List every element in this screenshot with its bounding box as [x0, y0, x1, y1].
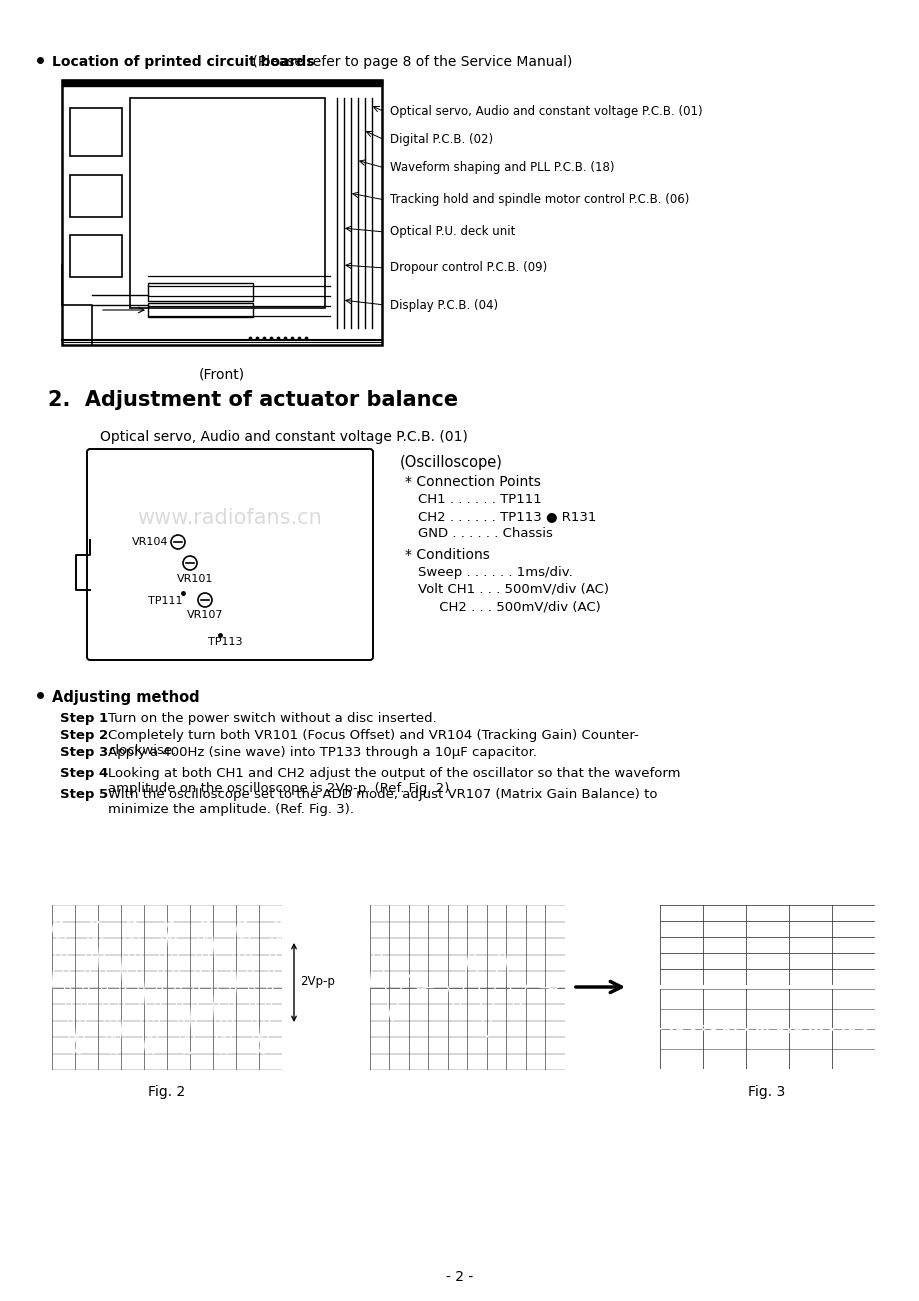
Text: Turn on the power switch without a disc inserted.: Turn on the power switch without a disc …: [108, 712, 437, 725]
Text: Optical P.U. deck unit: Optical P.U. deck unit: [390, 225, 515, 238]
Text: Fig. 3: Fig. 3: [747, 1085, 785, 1099]
Text: TP111: TP111: [148, 596, 183, 606]
Text: - 2 -: - 2 -: [446, 1270, 473, 1284]
Text: Sweep . . . . . . 1ms/div.: Sweep . . . . . . 1ms/div.: [417, 566, 573, 579]
Text: CH2 . . . 500mV/div (AC): CH2 . . . 500mV/div (AC): [417, 600, 600, 613]
Text: * Conditions: * Conditions: [404, 548, 489, 562]
Text: Adjusting method: Adjusting method: [52, 690, 199, 705]
Text: Tracking hold and spindle motor control P.C.B. (06): Tracking hold and spindle motor control …: [390, 194, 688, 207]
Bar: [210, 468, 265, 503]
Text: Optical servo, Audio and constant voltage P.C.B. (01): Optical servo, Audio and constant voltag…: [100, 431, 468, 444]
Text: (Front): (Front): [199, 367, 244, 381]
Text: CH2 . . . . . . TP113 ● R131: CH2 . . . . . . TP113 ● R131: [417, 510, 596, 523]
Text: VR104: VR104: [131, 537, 168, 546]
Text: * Connection Points: * Connection Points: [404, 475, 540, 489]
Text: Volt CH1 . . . 500mV/div (AC): Volt CH1 . . . 500mV/div (AC): [417, 583, 608, 596]
Bar: [70, 176, 122, 217]
Text: VR107: VR107: [187, 610, 223, 621]
Text: -5: -5: [665, 993, 674, 1002]
Text: Step 5: Step 5: [60, 788, 108, 801]
Text: 90: 90: [665, 909, 678, 919]
Text: GND . . . . . . Chassis: GND . . . . . . Chassis: [417, 527, 552, 540]
Bar: [148, 284, 253, 301]
Text: Step 2: Step 2: [60, 729, 108, 742]
Bar: [148, 303, 253, 317]
Text: TP113: TP113: [208, 637, 242, 647]
Text: Looking at both CH1 and CH2 adjust the output of the oscillator so that the wave: Looking at both CH1 and CH2 adjust the o…: [108, 768, 680, 795]
Bar: [70, 235, 122, 277]
Text: Optical servo, Audio and constant voltage P.C.B. (01): Optical servo, Audio and constant voltag…: [390, 105, 702, 118]
Text: With the oscilloscope set to the ADD mode, adjust VR107 (Matrix Gain Balance) to: With the oscilloscope set to the ADD mod…: [108, 788, 657, 816]
Bar: [70, 108, 122, 156]
Text: 2.  Adjustment of actuator balance: 2. Adjustment of actuator balance: [48, 390, 458, 410]
Text: Display P.C.B. (04): Display P.C.B. (04): [390, 298, 497, 311]
Text: 2Vp-p: 2Vp-p: [300, 976, 335, 989]
Text: Completely turn both VR101 (Focus Offset) and VR104 (Tracking Gain) Counter-
clo: Completely turn both VR101 (Focus Offset…: [108, 729, 638, 757]
Text: VR101: VR101: [176, 574, 213, 584]
Text: CH1 . . . . . . TP111: CH1 . . . . . . TP111: [417, 493, 541, 506]
Text: 0: 0: [665, 1053, 672, 1063]
Text: Step 1: Step 1: [60, 712, 108, 725]
FancyBboxPatch shape: [87, 449, 372, 660]
Text: (Oscilloscope): (Oscilloscope): [400, 455, 503, 470]
Text: Fig. 2: Fig. 2: [148, 1085, 186, 1099]
Bar: [130, 98, 324, 308]
Text: Step 3: Step 3: [60, 745, 108, 758]
Text: Waveform shaping and PLL P.C.B. (18): Waveform shaping and PLL P.C.B. (18): [390, 161, 614, 174]
Text: Digital P.C.B. (02): Digital P.C.B. (02): [390, 134, 493, 147]
Text: www.radiofans.cn: www.radiofans.cn: [138, 507, 322, 528]
Text: Location of printed circuit boards: Location of printed circuit boards: [52, 55, 314, 69]
Bar: [62, 79, 381, 345]
Text: Dropour control P.C.B. (09): Dropour control P.C.B. (09): [390, 262, 547, 275]
Text: (Please refer to page 8 of the Service Manual): (Please refer to page 8 of the Service M…: [248, 55, 572, 69]
Text: Step 4: Step 4: [60, 768, 108, 781]
Text: Apply a 400Hz (sine wave) into TP133 through a 10μF capacitor.: Apply a 400Hz (sine wave) into TP133 thr…: [108, 745, 537, 758]
Bar: [138, 468, 193, 503]
